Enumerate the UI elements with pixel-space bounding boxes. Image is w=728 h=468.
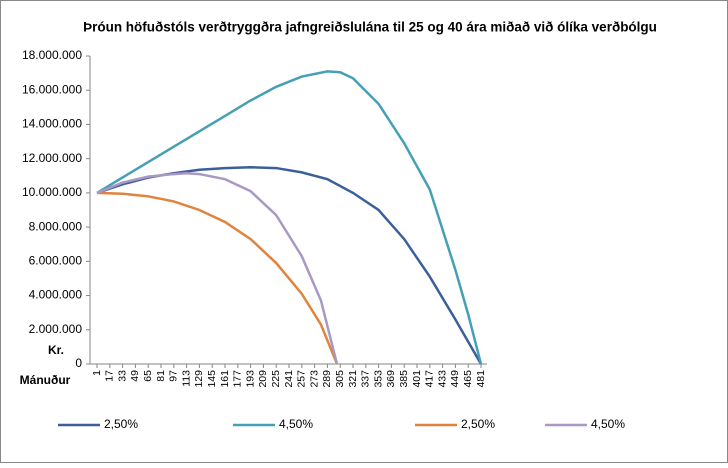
x-tick-label: 97 [168,370,180,382]
legend-label: 2,50% [461,417,495,431]
legend-label: 4,50% [279,417,313,431]
x-tick-label: 145 [206,370,218,388]
y-tick-label: 2.000.000 [29,322,83,336]
x-tick-label: 417 [424,370,436,388]
y-tick-label: 16.000.000 [22,82,82,96]
x-tick-label: 321 [347,370,359,388]
x-tick-label: 369 [385,370,397,388]
x-tick-label: 49 [129,370,141,382]
x-tick-label: 225 [270,370,282,388]
y-tick-label: 4.000.000 [29,288,83,302]
y-tick-label: 12.000.000 [22,151,82,165]
y-tick-label: 14.000.000 [22,117,82,131]
x-tick-label: 17 [104,370,116,382]
y-tick-label: 18.000.000 [22,48,82,62]
legend-label: 2,50% [104,417,138,431]
x-tick-label: 449 [449,370,461,388]
x-tick-label: 65 [142,370,154,382]
x-tick-label: 177 [232,370,244,388]
series-line [96,171,339,365]
legend-label: 4,50% [591,417,625,431]
x-tick-label: 353 [372,370,384,388]
x-tick-label: 33 [116,370,128,382]
chart-title: Þróun höfuðstóls verðtryggðra jafngreiðs… [83,20,657,35]
x-axis-label: Mánuður [20,373,71,387]
y-tick-label: 0 [75,356,82,370]
x-tick-label: 289 [321,370,333,388]
x-tick-label: 129 [193,370,205,388]
x-tick-label: 241 [283,370,295,388]
x-tick-label: 433 [436,370,448,388]
x-tick-label: 81 [155,370,167,382]
x-tick-label: 401 [411,370,423,388]
x-tick-label: 161 [219,370,231,388]
x-tick-label: 257 [296,370,308,388]
x-tick-label: 305 [334,370,346,388]
x-tick-label: 193 [244,370,256,388]
x-tick-label: 1 [91,370,103,376]
y-tick-label: 8.000.000 [29,219,83,233]
y-tick-label: 6.000.000 [29,254,83,268]
series-line [96,70,483,365]
x-tick-label: 385 [398,370,410,388]
x-tick-label: 337 [360,370,372,388]
y-axis-label: Kr. [48,343,64,357]
x-tick-label: 209 [257,370,269,388]
y-tick-label: 10.000.000 [22,185,82,199]
x-tick-label: 481 [475,370,487,388]
x-tick-label: 113 [180,370,192,387]
series-line [96,191,339,365]
x-tick-label: 273 [308,370,320,388]
x-tick-label: 465 [462,370,474,388]
